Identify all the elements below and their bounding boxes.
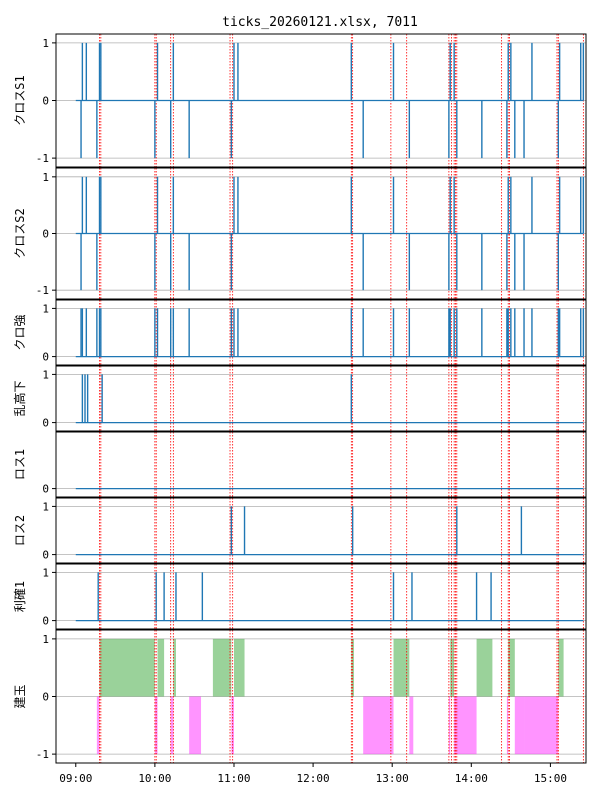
- position-long-region: [158, 639, 165, 697]
- y-axis-label: 建玉: [13, 684, 27, 708]
- y-axis-label: ロス2: [13, 515, 27, 546]
- y-axis-label: ロス1: [13, 449, 27, 480]
- y-axis-label: 利確1: [12, 581, 27, 612]
- y-axis-label: クロスS1: [13, 75, 27, 125]
- position-long-region: [234, 639, 245, 697]
- y-tick-label: 1: [42, 302, 49, 315]
- position-short-region: [515, 697, 524, 755]
- position-short-region: [457, 697, 477, 755]
- x-tick-label: 14:00: [455, 772, 488, 785]
- y-tick-label: 0: [42, 351, 49, 364]
- x-tick-label: 11:00: [217, 772, 250, 785]
- position-long-region: [450, 639, 454, 697]
- y-tick-label: 0: [42, 417, 49, 430]
- x-tick-label: 10:00: [138, 772, 171, 785]
- y-tick-label: 0: [42, 549, 49, 562]
- position-short-region: [409, 697, 413, 755]
- y-axis-label: クロ強: [13, 314, 27, 350]
- position-short-region: [363, 697, 393, 755]
- y-tick-label: -1: [36, 284, 49, 297]
- y-tick-label: -1: [36, 152, 49, 165]
- chart-figure: ticks_20260121.xlsx, 7011 -1 0 1 クロスS1 -1 0 1 ク…: [0, 0, 600, 800]
- y-tick-label: 1: [42, 368, 49, 381]
- y-tick-label: 1: [42, 171, 49, 184]
- y-tick-label: 1: [42, 566, 49, 579]
- position-long-region: [477, 639, 493, 697]
- chart-title: ticks_20260121.xlsx, 7011: [222, 15, 418, 30]
- y-axis-label: クロスS2: [13, 208, 27, 258]
- x-tick-label: 09:00: [59, 772, 92, 785]
- y-tick-label: 0: [42, 615, 49, 628]
- position-long-region: [558, 639, 563, 697]
- x-tick-label: 15:00: [534, 772, 567, 785]
- x-tick-label: 12:00: [297, 772, 330, 785]
- y-tick-label: -1: [36, 748, 49, 761]
- y-tick-label: 0: [42, 483, 49, 496]
- y-tick-label: 1: [42, 500, 49, 513]
- position-long-region: [100, 639, 155, 697]
- position-short-region: [189, 697, 201, 755]
- position-short-region: [524, 697, 558, 755]
- y-tick-label: 0: [42, 228, 49, 241]
- y-tick-label: 1: [42, 37, 49, 50]
- x-tick-label: 13:00: [376, 772, 409, 785]
- y-tick-label: 0: [42, 691, 49, 704]
- y-axis-label: 乱高下: [12, 380, 27, 416]
- position-long-region: [213, 639, 231, 697]
- y-tick-label: 0: [42, 95, 49, 108]
- y-tick-label: 1: [42, 633, 49, 646]
